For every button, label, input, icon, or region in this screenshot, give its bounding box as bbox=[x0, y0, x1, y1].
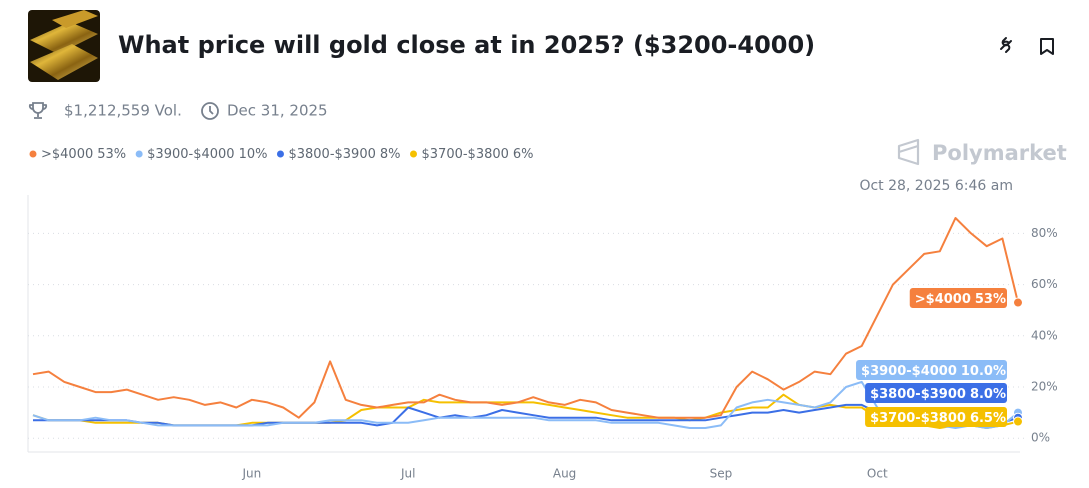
x-tick-label: Sep bbox=[710, 467, 733, 481]
end-dot bbox=[1013, 416, 1023, 427]
x-tick-label: Jun bbox=[242, 467, 262, 481]
end-tag: >$4000 53% bbox=[909, 288, 1007, 308]
end-tag-value: 10.0% bbox=[961, 364, 1006, 379]
legend-name: >$4000 bbox=[41, 147, 93, 162]
legend-dot bbox=[276, 150, 284, 158]
x-tick-label: Jul bbox=[400, 467, 415, 481]
market-title: What price will gold close at in 2025? (… bbox=[118, 31, 815, 59]
legend-entry: $3900-$4000 10% bbox=[147, 147, 267, 162]
end-tag-text: $3800-$3900 8.0% bbox=[870, 387, 1006, 402]
legend-name: $3900-$4000 bbox=[147, 147, 234, 162]
end-tag-value: 53% bbox=[975, 292, 1006, 307]
brand-logo: Polymarket bbox=[897, 138, 1067, 166]
market-image bbox=[28, 10, 100, 82]
series-line bbox=[32, 380, 1019, 429]
link-button[interactable] bbox=[1000, 37, 1012, 53]
hover-date: Oct 28, 2025 6:46 am bbox=[859, 178, 1013, 194]
end-tag-name: $3900-$4000 bbox=[861, 364, 957, 379]
volume: $1,212,559 Vol. bbox=[64, 102, 182, 120]
bookmark-button[interactable] bbox=[1040, 38, 1054, 55]
x-tick-label: Oct bbox=[867, 467, 888, 481]
legend-value: 53% bbox=[97, 147, 126, 162]
end-tag-name: $3700-$3800 bbox=[870, 411, 966, 426]
y-tick-label: 20% bbox=[1031, 380, 1058, 394]
legend-entry: >$4000 53% bbox=[41, 147, 126, 162]
end-tag-text: >$4000 53% bbox=[915, 292, 1006, 307]
brand-name: Polymarket bbox=[932, 141, 1067, 165]
end-tag-box bbox=[909, 288, 1007, 308]
legend-value: 6% bbox=[513, 147, 534, 162]
y-tick-label: 60% bbox=[1031, 277, 1058, 291]
end-tag-text: $3700-$3800 6.5% bbox=[870, 411, 1006, 426]
y-tick-label: 0% bbox=[1031, 431, 1050, 445]
legend-value: 10% bbox=[239, 147, 268, 162]
x-tick-label: Aug bbox=[553, 467, 576, 481]
end-tag: $3800-$3900 8.0% bbox=[865, 383, 1007, 403]
trophy-icon bbox=[28, 102, 48, 119]
end-tag: $3700-$3800 6.5% bbox=[865, 407, 1007, 427]
legend-dot bbox=[29, 150, 37, 158]
end-tag-text: $3900-$4000 10.0% bbox=[861, 364, 1006, 379]
end-tag-name: >$4000 bbox=[915, 292, 971, 307]
legend-name: $3800-$3900 bbox=[288, 147, 375, 162]
end-dot bbox=[1013, 297, 1023, 308]
legend-entry: $3700-$3800 6% bbox=[422, 147, 534, 162]
legend-dot bbox=[135, 150, 143, 158]
end-tag: $3900-$4000 10.0% bbox=[856, 360, 1007, 380]
legend-dot bbox=[410, 150, 417, 158]
clock-icon bbox=[201, 102, 219, 120]
legend-name: $3700-$3800 bbox=[422, 147, 509, 162]
end-tag-box bbox=[865, 407, 1007, 427]
end-tag-value: 8.0% bbox=[970, 387, 1006, 402]
y-tick-label: 80% bbox=[1031, 226, 1058, 240]
series-line bbox=[32, 217, 1019, 419]
end-tag-box bbox=[856, 360, 1007, 380]
end-tag-value: 6.5% bbox=[970, 411, 1006, 426]
end-tag-box bbox=[865, 383, 1007, 403]
y-tick-label: 40% bbox=[1031, 328, 1058, 342]
end-date: Dec 31, 2025 bbox=[227, 102, 328, 120]
end-tag-name: $3800-$3900 bbox=[870, 387, 966, 402]
legend-entry: $3800-$3900 8% bbox=[288, 147, 400, 162]
legend-value: 8% bbox=[380, 147, 401, 162]
